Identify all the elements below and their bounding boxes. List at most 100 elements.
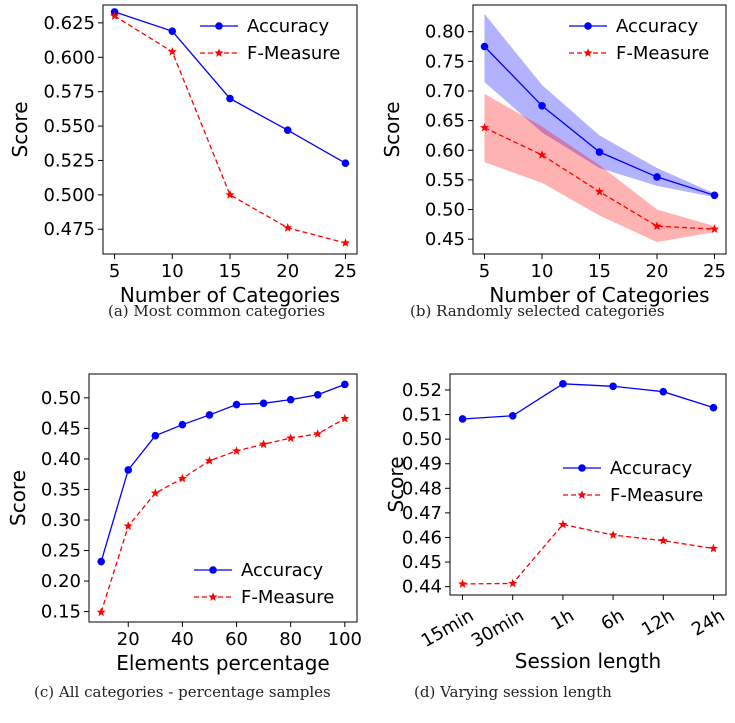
point-accuracy xyxy=(286,395,295,404)
x-axis-label: Number of Categories xyxy=(120,283,340,307)
point-fmeasure xyxy=(204,455,215,465)
point-accuracy xyxy=(341,159,350,168)
chart-d: 0.44 0.45 0.46 0.47 0.48 0.49 0.50 0.51 0.52 15mi… xyxy=(384,373,728,673)
x-tick-label: 15 xyxy=(588,261,611,282)
y-tick-label: 0.49 xyxy=(402,454,442,475)
y-tick-label: 0.48 xyxy=(402,478,442,499)
y-tick-label: 0.50 xyxy=(41,388,81,409)
x-tick-label: 80 xyxy=(279,629,302,650)
point-accuracy xyxy=(458,415,467,423)
legend-label-fmeasure: F-Measure xyxy=(247,43,340,64)
y-axis-label: Score xyxy=(384,456,408,512)
chart-a: 0.475 0.500 0.525 0.550 0.575 0.600 0.625 5 10 15… xyxy=(8,4,358,307)
point-fmeasure xyxy=(150,488,160,497)
x-tick-label: 20 xyxy=(276,261,299,282)
legend-marker-fmeasure xyxy=(214,48,224,57)
series-line-fmeasure xyxy=(462,523,714,585)
x-axis-label: Session length xyxy=(515,649,661,673)
point-fmeasure xyxy=(123,521,133,530)
caption-b: (b) Randomly selected categories xyxy=(410,302,665,320)
y-tick-label: 0.45 xyxy=(425,229,465,250)
point-fmeasure xyxy=(231,446,242,455)
plot-frame xyxy=(88,373,358,623)
point-fmeasure xyxy=(608,530,618,539)
y-axis-label: Score xyxy=(6,470,30,526)
band-fmeasure xyxy=(484,93,715,243)
point-fmeasure xyxy=(708,543,719,553)
point-accuracy xyxy=(205,411,214,419)
point-accuracy xyxy=(710,191,719,200)
point-accuracy xyxy=(124,466,133,474)
y-tick-label: 0.625 xyxy=(43,13,95,34)
point-fmeasure xyxy=(225,190,235,199)
y-tick-label: 0.45 xyxy=(402,552,442,573)
point-accuracy xyxy=(559,380,567,388)
point-accuracy xyxy=(226,94,234,103)
y-tick-label: 0.50 xyxy=(425,200,465,221)
y-tick-label: 0.44 xyxy=(402,577,442,598)
series-line-accuracy xyxy=(100,383,346,562)
legend-label-fmeasure: F-Measure xyxy=(241,587,334,608)
point-fmeasure xyxy=(658,535,668,545)
plot-frame xyxy=(449,373,727,596)
y-tick-label: 0.475 xyxy=(43,219,95,240)
point-accuracy xyxy=(659,387,668,396)
point-fmeasure xyxy=(340,413,350,423)
point-fmeasure xyxy=(313,429,323,438)
point-fmeasure xyxy=(96,607,106,617)
x-axis-label: Elements percentage xyxy=(116,651,329,675)
y-tick-label: 0.46 xyxy=(402,527,442,548)
legend-marker-accuracy xyxy=(215,22,223,30)
point-accuracy xyxy=(232,400,241,409)
y-tick-label: 0.40 xyxy=(41,449,81,470)
point-fmeasure xyxy=(283,223,293,232)
y-tick-label: 0.70 xyxy=(425,81,465,102)
band-accuracy xyxy=(484,13,715,198)
y-tick-label: 0.500 xyxy=(43,185,95,206)
legend-label-fmeasure: F-Measure xyxy=(616,43,709,64)
legend-label-accuracy: Accuracy xyxy=(616,16,699,37)
point-accuracy xyxy=(259,399,268,408)
y-axis-label: Score xyxy=(8,101,32,157)
point-accuracy xyxy=(609,382,617,391)
point-accuracy xyxy=(508,411,517,420)
y-tick-label: 0.35 xyxy=(41,479,81,500)
chart-b: 0.45 0.50 0.55 0.60 0.65 0.70 0.75 0.80 5 10 15 20 2… xyxy=(380,4,727,307)
y-tick-label: 0.51 xyxy=(402,405,442,426)
point-accuracy xyxy=(283,126,292,134)
point-fmeasure xyxy=(340,238,351,247)
x-tick-label: 25 xyxy=(334,261,357,282)
y-tick-label: 0.55 xyxy=(425,170,465,191)
x-tick-label: 24h xyxy=(688,605,728,640)
point-fmeasure xyxy=(558,519,568,529)
point-accuracy xyxy=(151,431,160,440)
point-fmeasure xyxy=(479,122,490,132)
caption-a: (a) Most common categories xyxy=(108,302,326,320)
point-accuracy xyxy=(595,148,604,156)
y-tick-label: 0.50 xyxy=(402,429,442,450)
x-tick-label: 20 xyxy=(646,261,669,282)
point-fmeasure xyxy=(457,579,468,588)
x-tick-label: 60 xyxy=(225,629,248,650)
point-accuracy xyxy=(168,27,177,35)
point-accuracy xyxy=(480,42,489,51)
x-tick-label: 15 xyxy=(219,261,242,282)
x-tick-label: 5 xyxy=(479,261,490,282)
legend-label-accuracy: Accuracy xyxy=(247,16,330,37)
point-accuracy xyxy=(538,101,546,110)
legend-label-accuracy: Accuracy xyxy=(241,560,324,581)
legend-marker-fmeasure xyxy=(208,592,218,601)
caption-c: (c) All categories - percentage samples xyxy=(34,683,331,701)
point-accuracy xyxy=(709,403,718,412)
series-line-fmeasure xyxy=(114,15,346,244)
point-accuracy xyxy=(341,380,349,389)
y-axis-label: Score xyxy=(380,101,404,157)
y-tick-label: 0.60 xyxy=(425,140,465,161)
x-tick-label: 5 xyxy=(109,261,120,282)
y-tick-label: 0.600 xyxy=(43,47,95,68)
legend-marker-accuracy xyxy=(209,566,217,574)
x-tick-label: 100 xyxy=(328,629,362,650)
x-tick-label: 40 xyxy=(171,629,194,650)
